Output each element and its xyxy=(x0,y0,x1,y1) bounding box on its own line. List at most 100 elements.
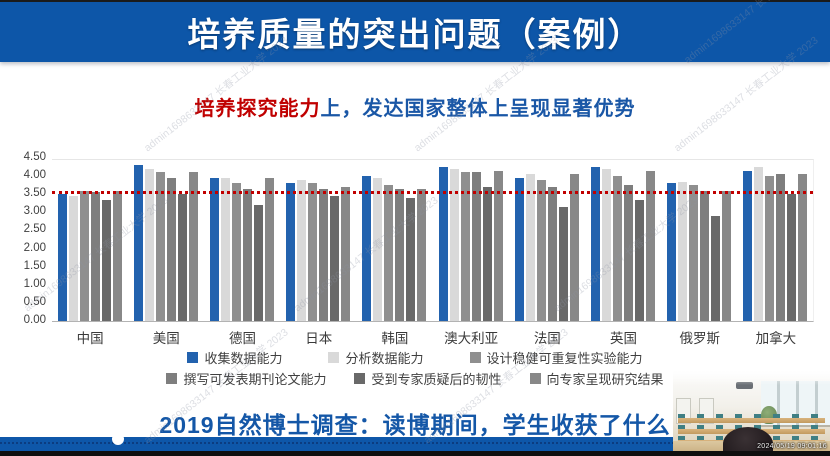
bar xyxy=(286,183,296,321)
subtitle-blue-text: 上，发达国家整体上呈现显著优势 xyxy=(320,98,636,120)
x-tick-label: 英国 xyxy=(610,331,638,346)
bar xyxy=(341,187,351,321)
y-tick-label: 4.00 xyxy=(23,169,46,182)
bar xyxy=(558,207,568,321)
bar xyxy=(330,196,340,321)
plot-area xyxy=(52,159,814,322)
x-tick-label: 澳大利亚 xyxy=(444,331,499,346)
bar xyxy=(395,189,405,321)
bar xyxy=(134,165,144,321)
bar xyxy=(384,185,394,321)
bar xyxy=(178,194,188,321)
webcam-video[interactable]: 2024/05/19 09:01:16 xyxy=(673,371,830,451)
x-tick-label: 法国 xyxy=(533,331,561,346)
x-tick-label: 韩国 xyxy=(381,331,409,346)
bar xyxy=(254,205,264,321)
bar xyxy=(547,187,557,321)
bar xyxy=(69,196,79,321)
x-tick-label: 美国 xyxy=(152,331,180,346)
y-tick-label: 2.00 xyxy=(23,241,46,254)
y-tick-label: 2.50 xyxy=(23,223,46,236)
bar xyxy=(243,189,253,321)
x-axis-labels: 中国 美国 德国 日本 韩国 澳大利亚 法国 英国 俄罗斯 加拿大 xyxy=(52,327,814,347)
legend-row-2: 撰写可发表期刊论文能力 受到专家质疑后的韧性 向专家呈现研究结果 xyxy=(0,369,830,388)
bar xyxy=(102,200,112,321)
legend-label: 设计稳健可重复性实验能力 xyxy=(486,351,643,366)
window-top-edge xyxy=(0,0,830,2)
divider-dotted-line xyxy=(0,442,830,444)
legend-item: 设计稳健可重复性实验能力 xyxy=(469,348,643,367)
x-tick-label: 俄罗斯 xyxy=(679,331,720,346)
bar xyxy=(308,183,318,321)
bar xyxy=(666,183,676,321)
bar xyxy=(156,172,166,321)
bar xyxy=(536,180,546,321)
bar xyxy=(525,174,535,321)
bar xyxy=(699,191,709,321)
bar xyxy=(91,192,101,321)
footer-statement-lead: 2019自然博士调查： xyxy=(159,412,383,438)
reference-line xyxy=(52,191,813,194)
legend-label: 收集数据能力 xyxy=(204,351,283,366)
bar xyxy=(514,178,524,321)
bar-group-俄罗斯 xyxy=(661,160,737,321)
bar xyxy=(297,180,307,321)
bar-group-加拿大 xyxy=(737,160,813,321)
webcam-top-fade xyxy=(673,371,830,385)
page-title: 培养质量的突出问题（案例） xyxy=(187,16,643,53)
y-tick-label: 3.00 xyxy=(23,205,46,218)
bar-group-德国 xyxy=(204,160,280,321)
bar xyxy=(677,182,687,321)
bar xyxy=(753,167,763,321)
footer-statement: 2019自然博士调查：读博期间，学生收获了什么 xyxy=(0,406,830,440)
x-tick-label: 加拿大 xyxy=(755,331,797,346)
bar xyxy=(645,171,655,321)
bottom-divider-bar xyxy=(0,433,830,451)
bar xyxy=(688,185,698,321)
footer-statement-rest: 读博期间，学生收获了什么 xyxy=(382,412,671,438)
legend-item: 分析数据能力 xyxy=(328,348,424,367)
taskbar-strip xyxy=(0,451,830,456)
legend-item: 受到专家质疑后的韧性 xyxy=(354,369,502,388)
bar xyxy=(362,176,372,321)
bar xyxy=(493,171,503,321)
bar xyxy=(58,194,68,321)
bar xyxy=(417,189,427,321)
bar xyxy=(797,174,807,321)
bar xyxy=(721,191,731,321)
bar xyxy=(373,178,383,321)
legend-label: 分析数据能力 xyxy=(345,351,424,366)
y-tick-label: 4.50 xyxy=(23,151,46,163)
y-tick-label: 1.50 xyxy=(23,259,46,272)
legend-item: 向专家呈现研究结果 xyxy=(529,369,664,388)
legend-row-1: 收集数据能力 分析数据能力 设计稳健可重复性实验能力 xyxy=(0,348,830,367)
bar xyxy=(601,169,611,321)
bar xyxy=(590,167,600,321)
y-tick-label: 0.00 xyxy=(23,314,46,326)
x-tick-label: 日本 xyxy=(305,331,333,346)
bar xyxy=(221,178,231,321)
x-tick-label: 中国 xyxy=(76,331,104,346)
ceiling-projector xyxy=(735,382,753,390)
legend-swatch-icon xyxy=(354,373,366,384)
bar xyxy=(775,174,785,321)
legend-swatch-icon xyxy=(166,373,178,384)
legend-label: 受到专家质疑后的韧性 xyxy=(371,372,502,387)
bar xyxy=(742,171,752,321)
bar xyxy=(113,191,123,321)
desk-row xyxy=(677,414,826,424)
bar-group-中国 xyxy=(52,160,128,321)
bar xyxy=(80,191,90,321)
bar xyxy=(482,187,492,321)
bar xyxy=(623,185,633,321)
bar xyxy=(460,172,470,321)
bar-group-法国 xyxy=(509,160,585,321)
bar xyxy=(449,169,459,321)
bar xyxy=(634,200,644,321)
person-head xyxy=(723,427,774,451)
bar xyxy=(145,169,155,321)
bar xyxy=(612,176,622,321)
bar xyxy=(764,176,774,321)
legend-label: 撰写可发表期刊论文能力 xyxy=(183,372,327,387)
bar-group-美国 xyxy=(128,160,204,321)
